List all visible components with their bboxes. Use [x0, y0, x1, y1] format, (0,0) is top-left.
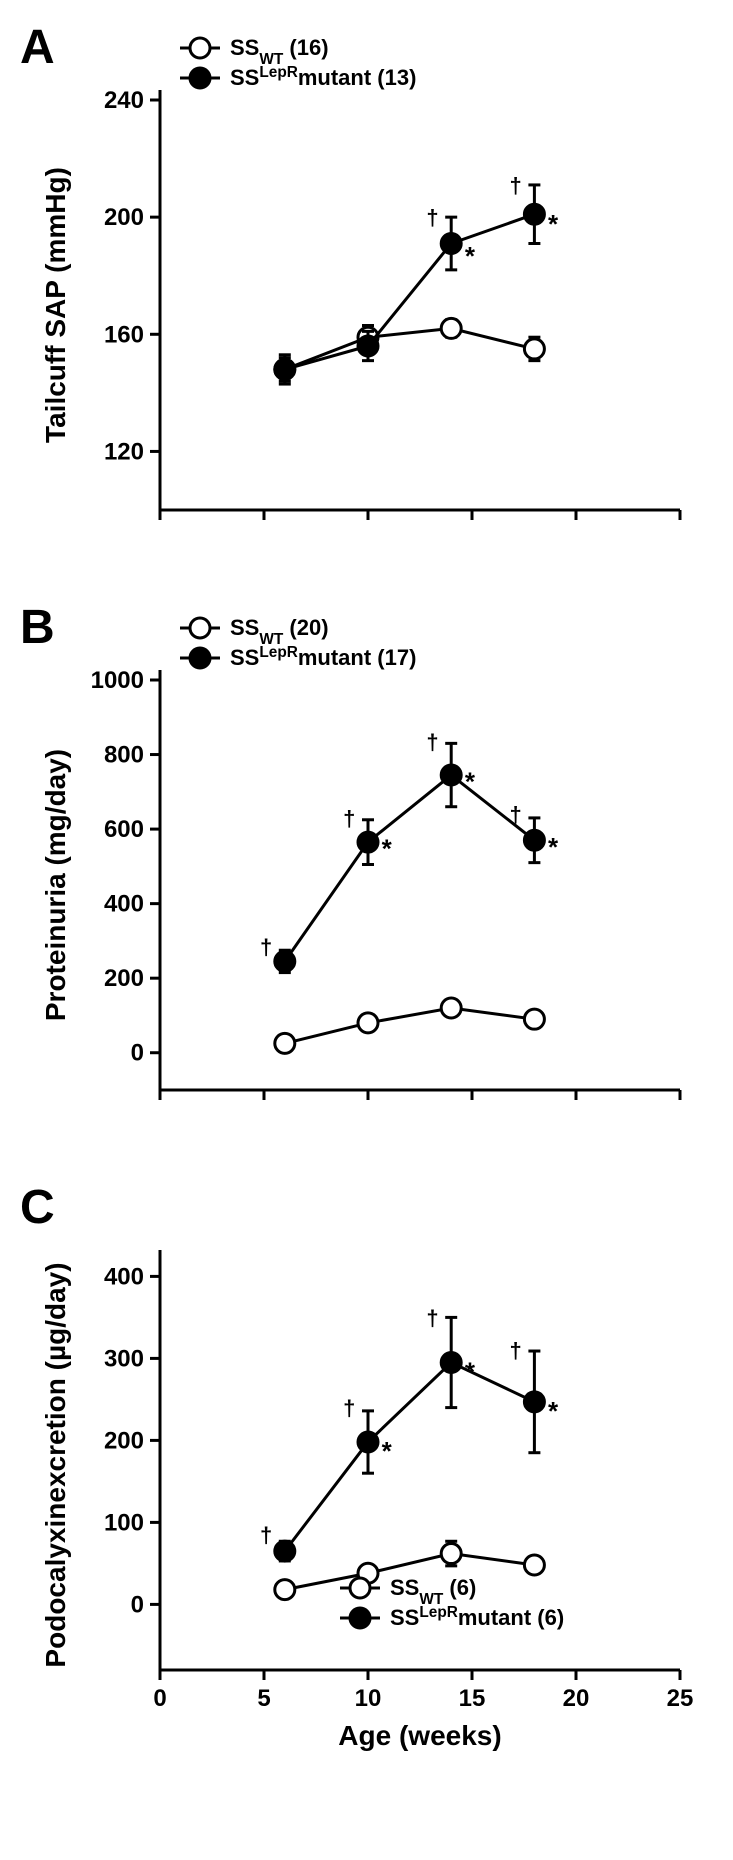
svg-text:*: * — [548, 832, 559, 862]
panel-b: B 0 200 400 600 800 1000 Proteinuria (mg/day) * *… — [20, 600, 713, 1170]
panel-label-a: A — [20, 20, 55, 75]
svg-text:†: † — [510, 1338, 522, 1363]
panel-label-b: B — [20, 600, 55, 655]
svg-text:SSLepRmutant (6): SSLepRmutant (6) — [390, 1604, 564, 1631]
svg-text:800: 800 — [104, 742, 144, 769]
svg-text:600: 600 — [104, 816, 144, 843]
svg-text:SSLepRmutant (17): SSLepRmutant (17) — [230, 644, 416, 671]
svg-text:400: 400 — [104, 1263, 144, 1290]
chart-a: 120160200240Tailcuff SAP (mmHg)**††SSWT … — [20, 20, 713, 590]
svg-text:15: 15 — [459, 1685, 486, 1712]
svg-text:†: † — [343, 1396, 355, 1421]
svg-text:0: 0 — [131, 1591, 144, 1618]
y-axis-label: Podocalyxinexcretion (µg/day) — [40, 1262, 71, 1667]
chart-c: 0100200300400Podocalyxinexcretion (µg/da… — [20, 1180, 713, 1830]
svg-text:120: 120 — [104, 438, 144, 465]
svg-text:400: 400 — [104, 891, 144, 918]
figure-container: A120160200240Tailcuff SAP (mmHg)**††SSWT… — [20, 20, 713, 1840]
y-axis-label: Proteinuria (mg/day) — [40, 749, 71, 1021]
svg-text:*: * — [382, 1436, 393, 1466]
svg-text:*: * — [548, 209, 559, 239]
svg-text:†: † — [426, 730, 438, 755]
svg-text:SSLepRmutant (13): SSLepRmutant (13) — [230, 64, 416, 91]
svg-text:0: 0 — [131, 1040, 144, 1067]
svg-text:†: † — [510, 802, 522, 827]
svg-text:10: 10 — [355, 1685, 382, 1712]
svg-text:240: 240 — [104, 87, 144, 114]
svg-text:†: † — [343, 806, 355, 831]
svg-text:*: * — [465, 767, 476, 797]
svg-text:0: 0 — [153, 1685, 166, 1712]
svg-text:†: † — [510, 173, 522, 198]
svg-text:†: † — [426, 1305, 438, 1330]
panel-label-c: C — [20, 1180, 55, 1235]
svg-text:200: 200 — [104, 965, 144, 992]
svg-text:200: 200 — [104, 204, 144, 231]
panel-a: A120160200240Tailcuff SAP (mmHg)**††SSWT… — [20, 20, 713, 590]
x-axis-label: Age (weeks) — [338, 1720, 501, 1751]
svg-text:200: 200 — [104, 1427, 144, 1454]
svg-text:*: * — [382, 834, 393, 864]
svg-text:160: 160 — [104, 321, 144, 348]
svg-text:*: * — [465, 1357, 476, 1387]
chart-b: 0 200 400 600 800 1000 Proteinuria (mg/day) * * *… — [20, 600, 713, 1170]
svg-text:*: * — [548, 1396, 559, 1426]
svg-text:*: * — [465, 241, 476, 271]
svg-text:†: † — [426, 205, 438, 230]
svg-text:5: 5 — [257, 1685, 270, 1712]
svg-text:†: † — [260, 1523, 272, 1548]
svg-text:25: 25 — [667, 1685, 694, 1712]
panel-c: C0100200300400Podocalyxinexcretion (µg/d… — [20, 1180, 713, 1830]
y-axis-label: Tailcuff SAP (mmHg) — [40, 167, 71, 443]
svg-text:20: 20 — [563, 1685, 590, 1712]
svg-text:300: 300 — [104, 1345, 144, 1372]
svg-text:100: 100 — [104, 1509, 144, 1536]
svg-text:†: † — [260, 935, 272, 960]
svg-text:1000: 1000 — [91, 667, 144, 694]
